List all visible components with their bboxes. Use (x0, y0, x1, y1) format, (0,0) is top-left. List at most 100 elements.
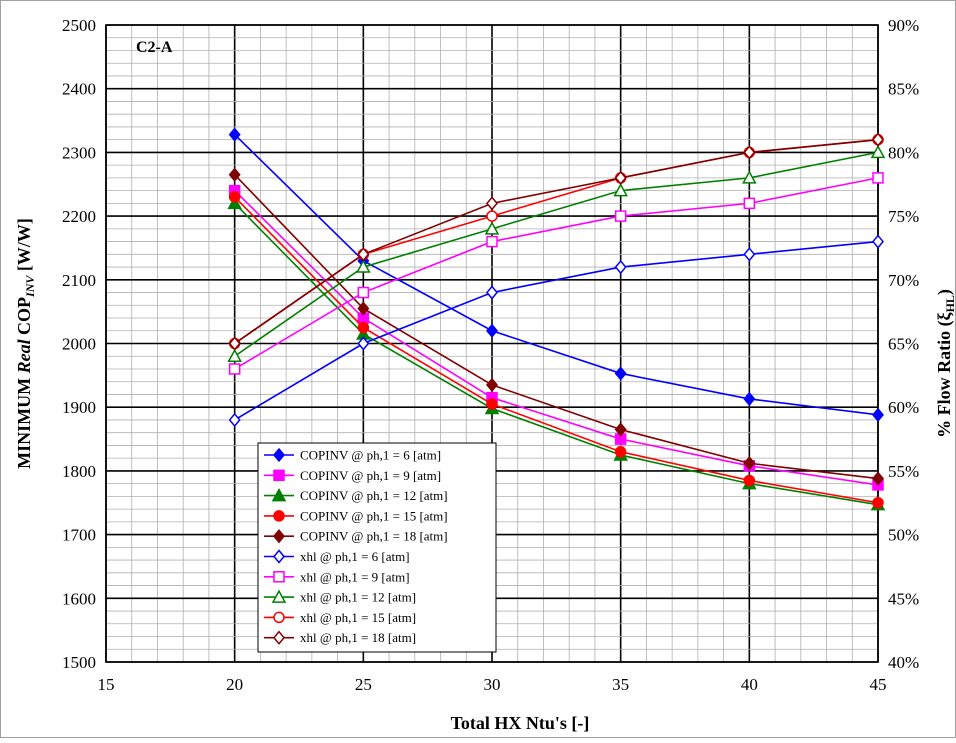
x-tick-label: 35 (612, 675, 629, 694)
data-point (613, 183, 628, 197)
y-left-tick-label: 2200 (62, 207, 96, 226)
data-point (872, 132, 884, 147)
data-point (357, 321, 370, 334)
data-point (614, 366, 627, 381)
y-right-tick-label: 40% (888, 653, 919, 672)
legend-marker (271, 589, 287, 603)
data-point (228, 412, 241, 428)
legend-marker (271, 488, 287, 502)
legend-marker (273, 529, 285, 544)
legend-label: xhl @ ph,1 = 18 [atm] (300, 630, 416, 645)
y-right-tick-label: 60% (888, 398, 919, 417)
y-right-tick-label: 75% (888, 207, 919, 226)
legend-label: xhl @ ph,1 = 9 [atm] (300, 569, 410, 584)
data-point (743, 391, 756, 407)
y-left-tick-label: 2000 (62, 335, 96, 354)
data-point (614, 170, 627, 186)
data-point (743, 197, 756, 210)
x-axis-title: Total HX Ntu's [-] (451, 713, 590, 733)
series-4 (228, 167, 884, 486)
data-point (872, 497, 884, 509)
legend: COPINV @ ph,1 = 6 [atm] COPINV @ ph,1 = 9… (257, 442, 497, 653)
data-point (357, 247, 370, 262)
series-9 (228, 132, 884, 351)
data-point (742, 170, 757, 184)
legend-marker (273, 469, 285, 482)
data-point (357, 301, 370, 316)
data-point (484, 221, 500, 235)
data-point (356, 259, 371, 273)
legend-label: COPINV @ ph,1 = 9 [atm] (300, 468, 441, 483)
legend-entry: xhl @ ph,1 = 6 [atm] (264, 549, 410, 564)
data-point (486, 398, 498, 410)
data-point (486, 285, 498, 300)
legend-marker (273, 630, 285, 645)
data-point (614, 446, 627, 458)
data-point (228, 127, 241, 142)
series-7 (227, 144, 886, 362)
x-tick-label: 25 (355, 675, 372, 694)
data-point (614, 422, 627, 437)
legend-label: COPINV @ ph,1 = 15 [atm] (300, 508, 448, 523)
data-point (743, 474, 756, 487)
legend-entry: xhl @ ph,1 = 15 [atm] (264, 610, 416, 625)
legend-entry: COPINV @ ph,1 = 12 [atm] (264, 488, 448, 503)
data-point (872, 234, 884, 249)
y-left-tick-label: 1500 (62, 653, 96, 672)
y-right-tick-label: 70% (888, 271, 919, 290)
x-tick-label: 15 (98, 675, 115, 694)
series-line (234, 240, 879, 421)
series-6 (228, 172, 884, 375)
y-left-tick-label: 1700 (62, 526, 96, 545)
data-point (872, 471, 884, 486)
y-left-tick-label: 1600 (62, 589, 96, 608)
data-point (227, 195, 242, 210)
data-point (486, 210, 498, 222)
legend-entry: xhl @ ph,1 = 18 [atm] (264, 630, 416, 645)
legend-label: xhl @ ph,1 = 12 [atm] (300, 590, 416, 605)
data-point (486, 235, 498, 248)
legend-label: COPINV @ ph,1 = 18 [atm] (300, 529, 448, 544)
data-point (486, 323, 498, 338)
data-point (743, 145, 756, 160)
data-point (743, 456, 756, 471)
legend-label: xhl @ ph,1 = 6 [atm] (300, 549, 410, 564)
y-left-axis-title: MINIMUM Real COPINV [W/W] (14, 218, 37, 469)
series-line (234, 174, 879, 480)
legend-entry: xhl @ ph,1 = 9 [atm] (264, 569, 410, 584)
legend-entry: COPINV @ ph,1 = 6 [atm] (264, 448, 441, 463)
legend-label: COPINV @ ph,1 = 12 [atm] (300, 488, 448, 503)
plot-border (105, 24, 879, 663)
series-line (234, 151, 879, 357)
y-right-tick-label: 80% (888, 143, 919, 162)
legend-entry: COPINV @ ph,1 = 9 [atm] (264, 468, 441, 483)
panel-label: C2-A (136, 39, 173, 56)
data-point (228, 191, 241, 203)
legend-marker (273, 571, 285, 583)
x-tick-label: 30 (484, 675, 501, 694)
y-right-tick-label: 45% (888, 589, 919, 608)
y-right-tick-label: 90% (888, 16, 919, 35)
series-line (234, 138, 879, 345)
series-line (234, 202, 879, 506)
data-point (872, 172, 884, 184)
legend-entry: xhl @ ph,1 = 12 [atm] (264, 589, 416, 605)
legend-entry: COPINV @ ph,1 = 18 [atm] (264, 529, 448, 544)
y-left-tick-label: 2100 (62, 271, 96, 290)
data-point (357, 286, 370, 299)
legend-marker (273, 549, 285, 564)
legend-marker (273, 447, 285, 463)
series-line (234, 177, 879, 370)
data-point (227, 348, 242, 362)
data-point (743, 247, 756, 262)
x-tick-label: 40 (741, 675, 758, 694)
y-left-tick-label: 2400 (62, 80, 96, 99)
series-line (234, 133, 879, 416)
y-right-tick-label: 85% (888, 80, 919, 99)
data-point (228, 336, 241, 351)
data-point (486, 196, 498, 211)
data-point (486, 377, 498, 393)
data-point (614, 259, 627, 275)
